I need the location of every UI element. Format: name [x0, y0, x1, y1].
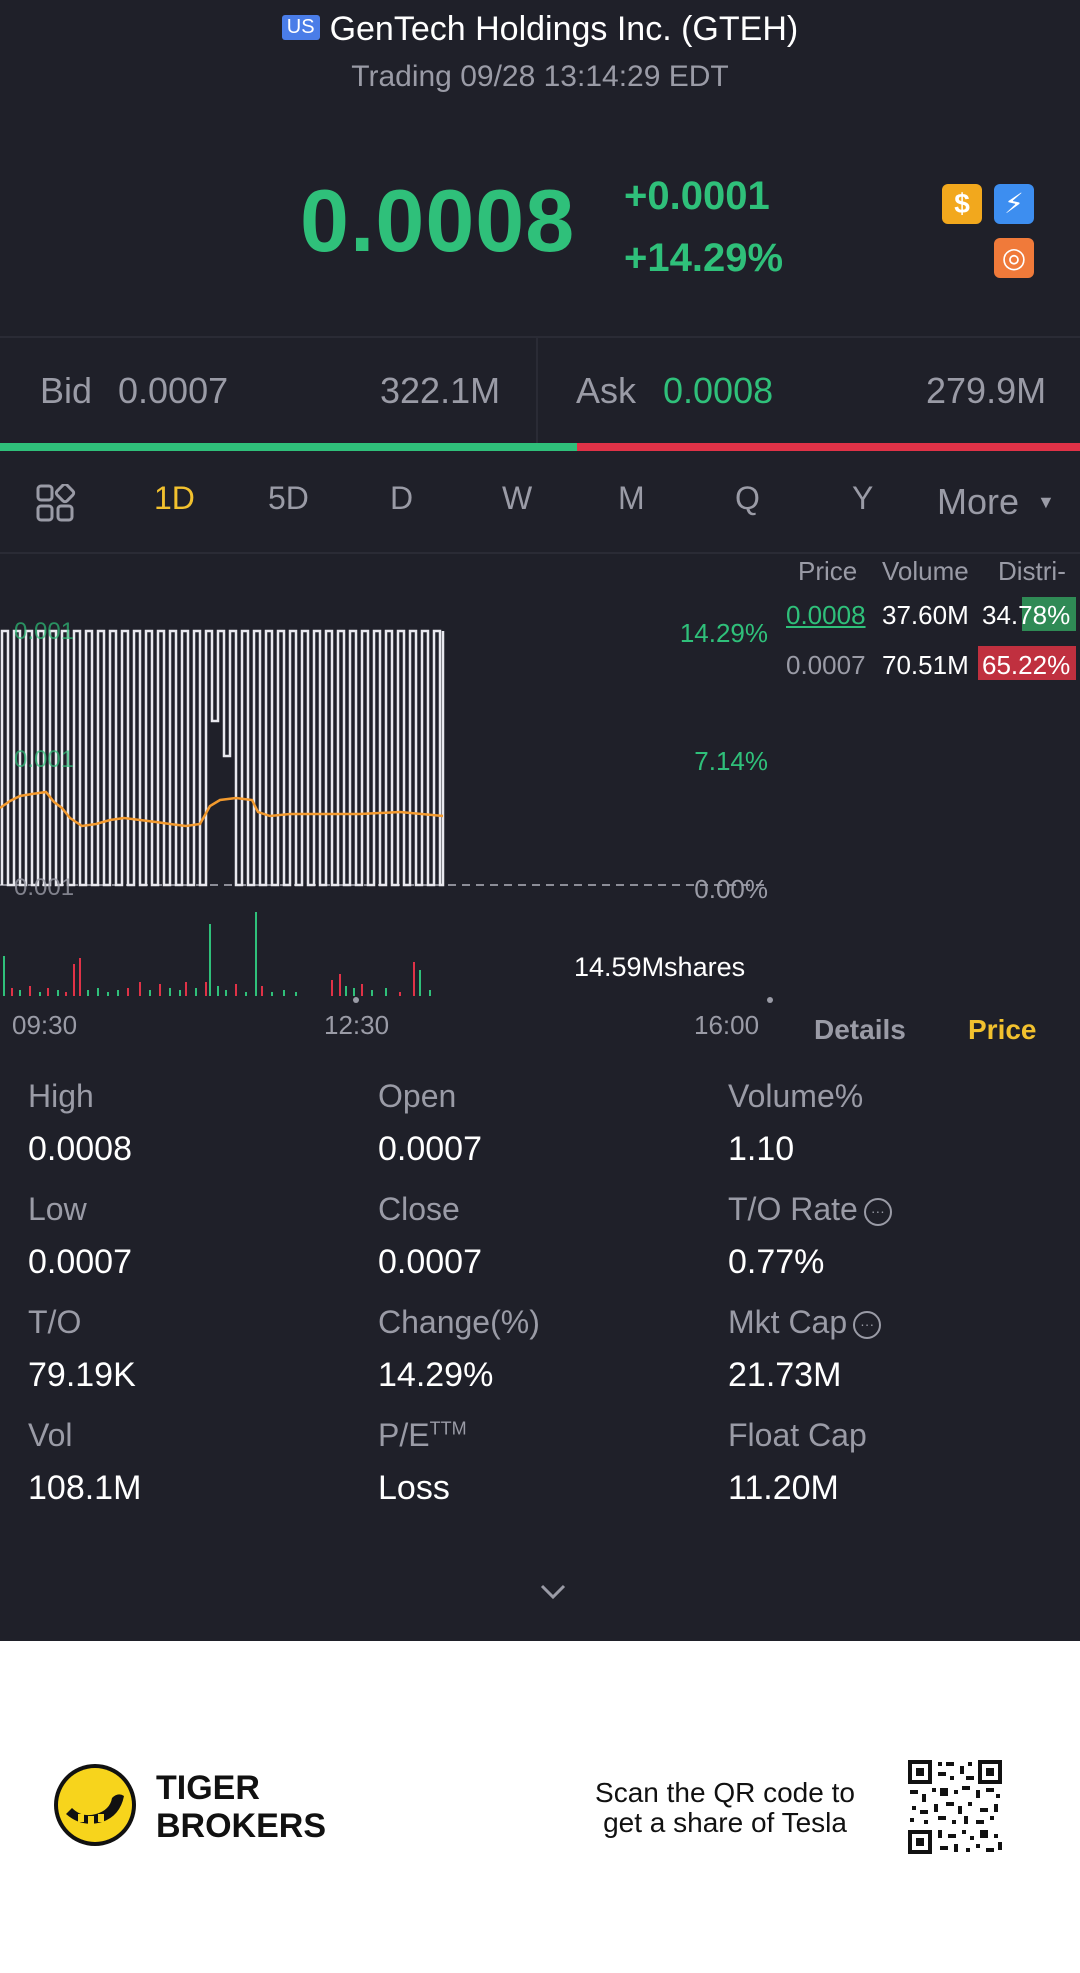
bid-ask-divider: [536, 338, 538, 443]
qr-code-icon: [906, 1758, 1004, 1856]
stat-label-mkt-cap: Mkt Cap ···: [728, 1304, 882, 1341]
tab-q[interactable]: Q: [735, 480, 760, 516]
bid-size: 322.1M: [380, 370, 501, 411]
dist-header-volume: Volume: [882, 556, 969, 586]
pct-axis-label: 0.00%: [694, 874, 768, 904]
stat-label-vol: Vol: [28, 1417, 73, 1453]
stat-value-high: 0.0008: [28, 1130, 132, 1168]
pct-axis-label: 14.29%: [679, 618, 768, 648]
dollar-icon[interactable]: $: [942, 184, 982, 224]
pe-label: P/E: [378, 1417, 430, 1453]
mkt-cap-label: Mkt Cap: [728, 1304, 848, 1340]
more-dropdown[interactable]: More ▼: [937, 481, 1055, 523]
chevron-down-icon[interactable]: [536, 1580, 570, 1604]
stat-label-low: Low: [28, 1191, 87, 1227]
brand-line-1: TIGER: [156, 1769, 260, 1807]
qr-promo-line-2: get a share of Tesla: [603, 1807, 847, 1838]
ask-size: 279.9M: [926, 370, 1047, 411]
tab-price[interactable]: Price: [968, 1014, 1037, 1045]
brand-line-2: BROKERS: [156, 1807, 327, 1845]
tab-details[interactable]: Details: [814, 1014, 906, 1045]
dist-row-volume: 37.60M: [882, 600, 969, 630]
tab-1d[interactable]: 1D: [154, 480, 195, 516]
time-axis-label: 16:00: [694, 1010, 760, 1040]
price-axis-label: 0.001: [14, 618, 75, 645]
stat-label-close: Close: [378, 1191, 460, 1227]
volume-label: 14.59Mshares: [574, 952, 746, 982]
tab-y[interactable]: Y: [852, 480, 874, 516]
divider: [0, 552, 1080, 554]
info-icon[interactable]: ···: [853, 1310, 882, 1339]
stat-value-open: 0.0007: [378, 1130, 482, 1168]
stat-label-to-rate: T/O Rate ···: [728, 1191, 892, 1228]
dist-row-volume: 70.51M: [882, 650, 969, 680]
market-badge: US: [281, 14, 320, 40]
stat-label-open: Open: [378, 1078, 457, 1114]
tab-5d[interactable]: 5D: [268, 480, 309, 516]
price-axis-label: 0.001: [14, 746, 75, 773]
stat-label-pe: P/ETTM: [378, 1417, 467, 1454]
dist-header-price: Price: [798, 556, 858, 586]
stat-value-close: 0.0007: [378, 1243, 482, 1281]
dist-row-pct: 34.78%: [982, 600, 1071, 630]
pct-axis-label: 7.14%: [694, 746, 768, 776]
time-axis-label: 09:30: [12, 1010, 78, 1040]
brand-name: TIGER BROKERS: [156, 1769, 326, 1845]
bid-label: Bid: [40, 370, 93, 411]
stat-label-high: High: [28, 1078, 94, 1114]
price-axis-label: 0.001: [14, 874, 75, 901]
price-change-percent: +14.29%: [624, 236, 784, 280]
stat-value-pe: Loss: [378, 1469, 450, 1507]
stat-value-mkt-cap: 21.73M: [728, 1356, 842, 1394]
last-price: 0.0008: [300, 171, 576, 270]
stat-value-volume-pct: 1.10: [728, 1130, 795, 1168]
chart-badge-icon[interactable]: ◎: [994, 238, 1034, 278]
info-icon[interactable]: ···: [863, 1197, 892, 1226]
dist-bar-down: [978, 646, 1076, 680]
divider: [0, 336, 1080, 338]
lightning-icon[interactable]: ⚡: [994, 184, 1034, 224]
stat-label-float-cap: Float Cap: [728, 1417, 867, 1453]
stock-title: US GenTech Holdings Inc. (GTEH): [0, 10, 1080, 49]
more-label: More: [937, 481, 1020, 522]
qr-promo-line-1: Scan the QR code to: [595, 1777, 855, 1808]
to-rate-label: T/O Rate: [728, 1191, 858, 1227]
pe-superscript: TTM: [429, 1418, 467, 1439]
stat-value-float-cap: 11.20M: [728, 1469, 839, 1507]
stat-label-volume-pct: Volume%: [728, 1078, 864, 1114]
stat-value-to: 79.19K: [28, 1356, 136, 1394]
tab-m[interactable]: M: [618, 480, 645, 516]
stat-label-to: T/O: [28, 1304, 82, 1340]
stat-value-vol: 108.1M: [28, 1469, 142, 1507]
dist-bar-up: [1022, 597, 1076, 631]
chevron-down-icon: ▼: [1037, 492, 1055, 512]
qr-promo-text: Scan the QR code to get a share of Tesla: [590, 1778, 860, 1838]
intraday-chart[interactable]: [0, 556, 780, 1016]
stat-label-change-pct: Change(%): [378, 1304, 540, 1340]
price-change: +0.0001: [624, 174, 770, 218]
stock-name: GenTech Holdings Inc. (GTEH): [329, 10, 799, 48]
stat-value-to-rate: 0.77%: [728, 1243, 825, 1281]
dist-row-pct: 65.22%: [982, 650, 1071, 680]
trading-status: Trading 09/28 13:14:29 EDT: [351, 60, 729, 93]
tiger-logo-icon: [52, 1762, 138, 1848]
dist-row-price[interactable]: 0.0008: [786, 600, 866, 630]
quote-screen: US GenTech Holdings Inc. (GTEH) Trading 0…: [0, 0, 1080, 1641]
dist-header-distribution: Distri-: [998, 556, 1066, 586]
time-axis-label: 12:30: [324, 1010, 390, 1040]
ask-strength-bar: [577, 443, 1080, 451]
tab-d[interactable]: D: [390, 480, 414, 516]
stat-value-low: 0.0007: [28, 1243, 132, 1281]
stat-value-change-pct: 14.29%: [378, 1356, 494, 1394]
ask-price: 0.0008: [663, 370, 774, 411]
ask-label: Ask: [576, 370, 637, 411]
dist-row-price[interactable]: 0.0007: [786, 650, 866, 680]
bid-strength-bar: [0, 443, 577, 451]
layout-grid-icon[interactable]: [36, 482, 76, 524]
bid-price: 0.0007: [118, 370, 229, 411]
tab-w[interactable]: W: [502, 480, 533, 516]
